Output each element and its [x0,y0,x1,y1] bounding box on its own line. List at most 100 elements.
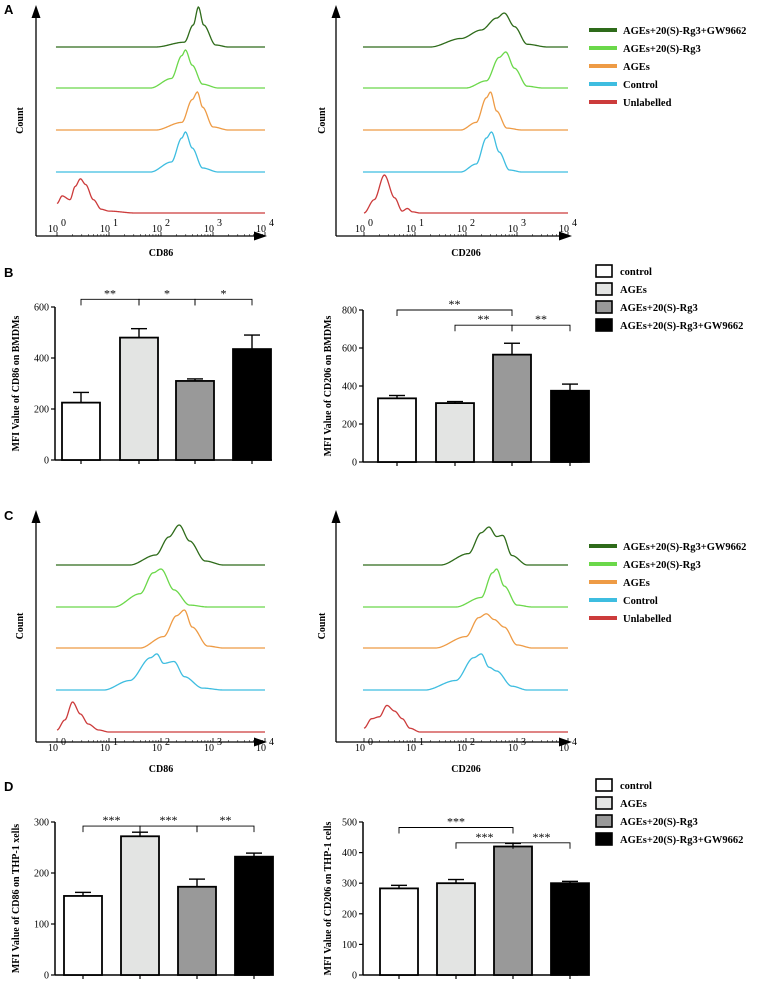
y-tick-label: 600 [34,303,49,314]
legend-label: AGEs+20(S)-Rg3+GW9662 [623,542,746,553]
legend-swatch [595,264,613,278]
x-tick-exponent: 1 [419,218,424,229]
panel-letter-a: A [4,2,14,17]
y-tick-label: 400 [342,382,357,393]
legend-swatch [595,300,613,314]
x-tick-label: 10 [406,224,416,235]
significance-label: ** [220,813,232,827]
x-axis-title: CD86 [149,248,173,259]
x-tick-exponent: 2 [165,737,170,748]
x-tick-exponent: 4 [572,737,577,748]
histogram-curve-4 [55,653,265,691]
x-tick-label: 10 [100,743,110,754]
x-tick-label: 10 [204,743,214,754]
significance-label: * [221,286,227,300]
x-tick-label: 10 [559,224,569,235]
x-tick-label: 10 [559,743,569,754]
x-tick-label: 10 [100,224,110,235]
y-axis-title: MFI Value of CD206 on THP-1 cells [323,822,334,976]
x-tick-exponent: 2 [470,737,475,748]
x-axis-arrow [254,737,267,747]
bar-4 [550,882,590,976]
bar-4 [550,389,590,463]
y-tick-label: 300 [342,879,357,890]
bar-2 [435,402,475,463]
x-tick-exponent: 1 [113,737,118,748]
legend-swatch [595,282,613,296]
y-axis-arrow [331,5,341,18]
x-tick-exponent: 0 [368,737,373,748]
legend-swatch [595,318,613,332]
histogram-curve-4 [362,653,568,691]
legend-label: AGEs+20(S)-Rg3 [620,817,698,828]
significance-label: *** [447,815,465,829]
histogram-curve-5 [56,178,265,214]
bar-3 [177,885,217,976]
bar-1 [63,895,103,976]
legend-swatch [595,796,613,810]
y-axis-arrow [31,5,41,18]
x-tick-label: 10 [355,224,365,235]
y-tick-label: 600 [342,344,357,355]
y-tick-label: 300 [34,818,49,829]
x-tick-label: 10 [457,743,467,754]
y-tick-label: 500 [342,818,357,829]
legend-label: Unlabelled [623,98,672,109]
legend-label: AGEs [623,578,650,589]
x-tick-exponent: 1 [419,737,424,748]
significance-label: *** [533,830,551,844]
significance-bracket [398,827,514,834]
y-axis-title: MFI Value of CD86 on THP-1 xells [11,824,22,973]
x-tick-exponent: 3 [217,737,222,748]
legend-swatch [595,778,613,792]
significance-label: ** [478,312,490,326]
histogram-curve-5 [56,701,265,733]
legend-label: control [620,267,652,278]
x-tick-exponent: 0 [368,218,373,229]
y-axis-title: MFI Value of CD206 on BMDMs [323,315,334,456]
histogram-curve-3 [362,91,568,131]
bar-chart-d-cd206: 0 100 200 300 400 500 MFI Value of CD206 on TH… [323,815,590,982]
bar-3 [493,845,533,976]
x-tick-label: 10 [204,224,214,235]
x-axis-title: CD86 [149,764,173,775]
bar-2 [120,835,160,976]
bar-2 [119,336,159,461]
y-axis-title: MFI Value of CD86 on BMDMs [11,315,22,451]
histogram-curve-5 [363,704,568,733]
x-tick-label: 10 [508,743,518,754]
panel-letter-b: B [4,265,13,280]
y-tick-label: 0 [44,456,49,467]
panel-letter-c: C [4,508,14,523]
histogram-legend-c: AGEs+20(S)-Rg3+GW9662 AGEs+20(S)-Rg3 AGEs C… [589,542,746,625]
y-tick-label: 800 [342,306,357,317]
significance-bracket [196,825,255,833]
x-tick-label: 10 [256,743,266,754]
x-tick-exponent: 3 [521,737,526,748]
significance-label: *** [103,813,121,827]
bar-legend-b: control AGEs AGEs+20(S)-Rg3 AGEs+20(S)-Rg3+… [595,264,743,332]
y-axis-title: Count [317,106,328,133]
legend-label: AGEs+20(S)-Rg3 [620,303,698,314]
histogram-curve-1 [55,6,265,48]
panel-letter-d: D [4,779,13,794]
bar-2 [436,882,476,976]
x-tick-label: 10 [355,743,365,754]
x-tick-label: 10 [457,224,467,235]
legend-label: AGEs+20(S)-Rg3+GW9662 [623,26,746,37]
x-tick-label: 10 [508,224,518,235]
bar-3 [492,353,532,463]
significance-label: * [164,286,170,300]
y-axis-title: Count [15,106,26,133]
significance-label: *** [160,813,178,827]
legend-label: AGEs [620,799,647,810]
y-axis-arrow [31,510,41,523]
x-tick-label: 10 [256,224,266,235]
legend-label: AGEs [623,62,650,73]
bar-3 [175,380,215,461]
